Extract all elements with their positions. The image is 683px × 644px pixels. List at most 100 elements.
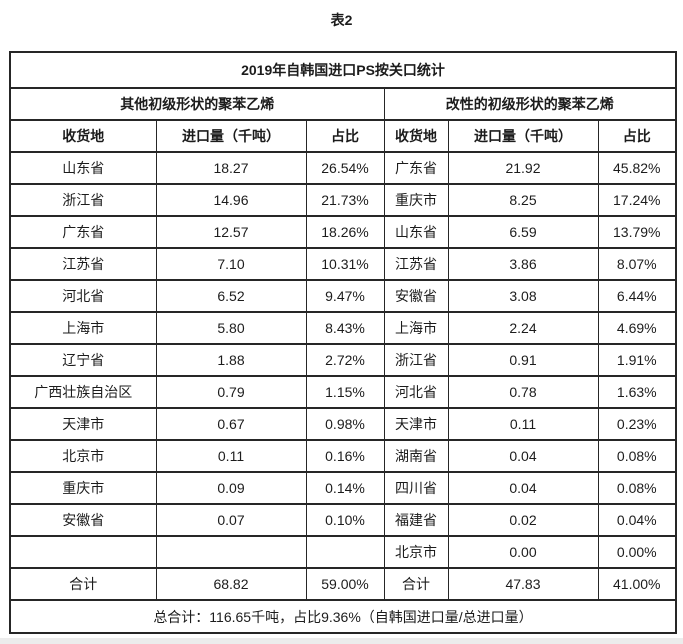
- total-label-right: 合计: [383, 567, 449, 601]
- import-volume-cell: 1.88: [155, 343, 307, 377]
- import-volume-cell: 7.10: [155, 247, 307, 281]
- destination-cell: 福建省: [383, 503, 449, 537]
- table-title: 2019年自韩国进口PS按关口统计: [9, 51, 677, 89]
- destination-cell: 上海市: [9, 311, 157, 345]
- import-volume-cell: 5.80: [155, 311, 307, 345]
- table-row: 山东省 18.27 26.54% 广东省 21.92 45.82%: [9, 151, 677, 185]
- table-row: 北京市 0.00 0.00%: [9, 535, 677, 569]
- import-volume-cell: 3.08: [447, 279, 599, 313]
- destination-cell: 四川省: [383, 471, 449, 505]
- col-header-import-volume-right: 进口量（千吨）: [447, 119, 599, 153]
- col-header-share-left: 占比: [305, 119, 385, 153]
- share-cell: 0.23%: [597, 407, 677, 441]
- destination-cell: 天津市: [9, 407, 157, 441]
- share-cell: 0.08%: [597, 439, 677, 473]
- destination-cell: 湖南省: [383, 439, 449, 473]
- destination-cell: 广西壮族自治区: [9, 375, 157, 409]
- import-volume-cell: 3.86: [447, 247, 599, 281]
- import-volume-cell: 0.11: [155, 439, 307, 473]
- share-cell: 21.73%: [305, 183, 385, 217]
- grand-total-row: 总合计：116.65千吨，占比9.36%（自韩国进口量/总进口量）: [9, 599, 677, 634]
- share-cell: 18.26%: [305, 215, 385, 249]
- section-header-row: 其他初级形状的聚苯乙烯 改性的初级形状的聚苯乙烯: [9, 87, 677, 121]
- share-cell: 26.54%: [305, 151, 385, 185]
- destination-cell: 江苏省: [9, 247, 157, 281]
- import-volume-cell: 8.25: [447, 183, 599, 217]
- destination-cell: 重庆市: [383, 183, 449, 217]
- destination-cell: 浙江省: [9, 183, 157, 217]
- destination-cell: [9, 535, 157, 569]
- total-share-right: 41.00%: [597, 567, 677, 601]
- share-cell: 8.43%: [305, 311, 385, 345]
- import-volume-cell: 0.04: [447, 471, 599, 505]
- import-volume-cell: 14.96: [155, 183, 307, 217]
- section-header-modified-primary-ps: 改性的初级形状的聚苯乙烯: [383, 87, 677, 121]
- col-header-destination-left: 收货地: [9, 119, 157, 153]
- destination-cell: 北京市: [383, 535, 449, 569]
- table-row: 辽宁省 1.88 2.72% 浙江省 0.91 1.91%: [9, 343, 677, 377]
- share-cell: 10.31%: [305, 247, 385, 281]
- share-cell: 1.15%: [305, 375, 385, 409]
- destination-cell: 安徽省: [9, 503, 157, 537]
- destination-cell: 辽宁省: [9, 343, 157, 377]
- table-row: 广东省 12.57 18.26% 山东省 6.59 13.79%: [9, 215, 677, 249]
- import-volume-cell: 6.59: [447, 215, 599, 249]
- destination-cell: 天津市: [383, 407, 449, 441]
- share-cell: 0.14%: [305, 471, 385, 505]
- total-share-left: 59.00%: [305, 567, 385, 601]
- destination-cell: 江苏省: [383, 247, 449, 281]
- share-cell: 0.10%: [305, 503, 385, 537]
- destination-cell: 广东省: [383, 151, 449, 185]
- table-row: 天津市 0.67 0.98% 天津市 0.11 0.23%: [9, 407, 677, 441]
- destination-cell: 重庆市: [9, 471, 157, 505]
- import-volume-cell: 0.91: [447, 343, 599, 377]
- share-cell: 0.08%: [597, 471, 677, 505]
- col-header-destination-right: 收货地: [383, 119, 449, 153]
- share-cell: 6.44%: [597, 279, 677, 313]
- table-title-row: 2019年自韩国进口PS按关口统计: [9, 51, 677, 89]
- import-volume-cell: 0.79: [155, 375, 307, 409]
- share-cell: 9.47%: [305, 279, 385, 313]
- share-cell: 1.91%: [597, 343, 677, 377]
- table-row: 安徽省 0.07 0.10% 福建省 0.02 0.04%: [9, 503, 677, 537]
- destination-cell: 河北省: [383, 375, 449, 409]
- import-volume-cell: 0.09: [155, 471, 307, 505]
- import-volume-cell: 2.24: [447, 311, 599, 345]
- share-cell: 1.63%: [597, 375, 677, 409]
- import-volume-cell: 0.00: [447, 535, 599, 569]
- import-volume-cell: 0.04: [447, 439, 599, 473]
- import-volume-cell: [155, 535, 307, 569]
- table-row: 广西壮族自治区 0.79 1.15% 河北省 0.78 1.63%: [9, 375, 677, 409]
- destination-cell: 北京市: [9, 439, 157, 473]
- destination-cell: 山东省: [383, 215, 449, 249]
- import-volume-cell: 12.57: [155, 215, 307, 249]
- import-volume-cell: 18.27: [155, 151, 307, 185]
- import-volume-cell: 21.92: [447, 151, 599, 185]
- table-row: 上海市 5.80 8.43% 上海市 2.24 4.69%: [9, 311, 677, 345]
- table-body: 山东省 18.27 26.54% 广东省 21.92 45.82% 浙江省 14.96 21.7…: [9, 151, 677, 569]
- imports-by-port-table: 2019年自韩国进口PS按关口统计 其他初级形状的聚苯乙烯 改性的初级形状的聚苯…: [9, 51, 678, 634]
- table-row: 北京市 0.11 0.16% 湖南省 0.04 0.08%: [9, 439, 677, 473]
- table-row: 河北省 6.52 9.47% 安徽省 3.08 6.44%: [9, 279, 677, 313]
- total-row: 合计 68.82 59.00% 合计 47.83 41.00%: [9, 567, 677, 601]
- share-cell: 8.07%: [597, 247, 677, 281]
- destination-cell: 上海市: [383, 311, 449, 345]
- destination-cell: 山东省: [9, 151, 157, 185]
- destination-cell: 广东省: [9, 215, 157, 249]
- col-header-import-volume-left: 进口量（千吨）: [155, 119, 307, 153]
- share-cell: 0.98%: [305, 407, 385, 441]
- table-row: 江苏省 7.10 10.31% 江苏省 3.86 8.07%: [9, 247, 677, 281]
- share-cell: 13.79%: [597, 215, 677, 249]
- import-volume-cell: 0.67: [155, 407, 307, 441]
- import-volume-cell: 0.11: [447, 407, 599, 441]
- section-header-other-primary-ps: 其他初级形状的聚苯乙烯: [9, 87, 385, 121]
- share-cell: 45.82%: [597, 151, 677, 185]
- total-volume-left: 68.82: [155, 567, 307, 601]
- import-volume-cell: 0.78: [447, 375, 599, 409]
- total-label-left: 合计: [9, 567, 157, 601]
- grand-total-text: 总合计：116.65千吨，占比9.36%（自韩国进口量/总进口量）: [9, 599, 677, 634]
- import-volume-cell: 0.02: [447, 503, 599, 537]
- share-cell: 2.72%: [305, 343, 385, 377]
- import-volume-cell: 6.52: [155, 279, 307, 313]
- table-row: 浙江省 14.96 21.73% 重庆市 8.25 17.24%: [9, 183, 677, 217]
